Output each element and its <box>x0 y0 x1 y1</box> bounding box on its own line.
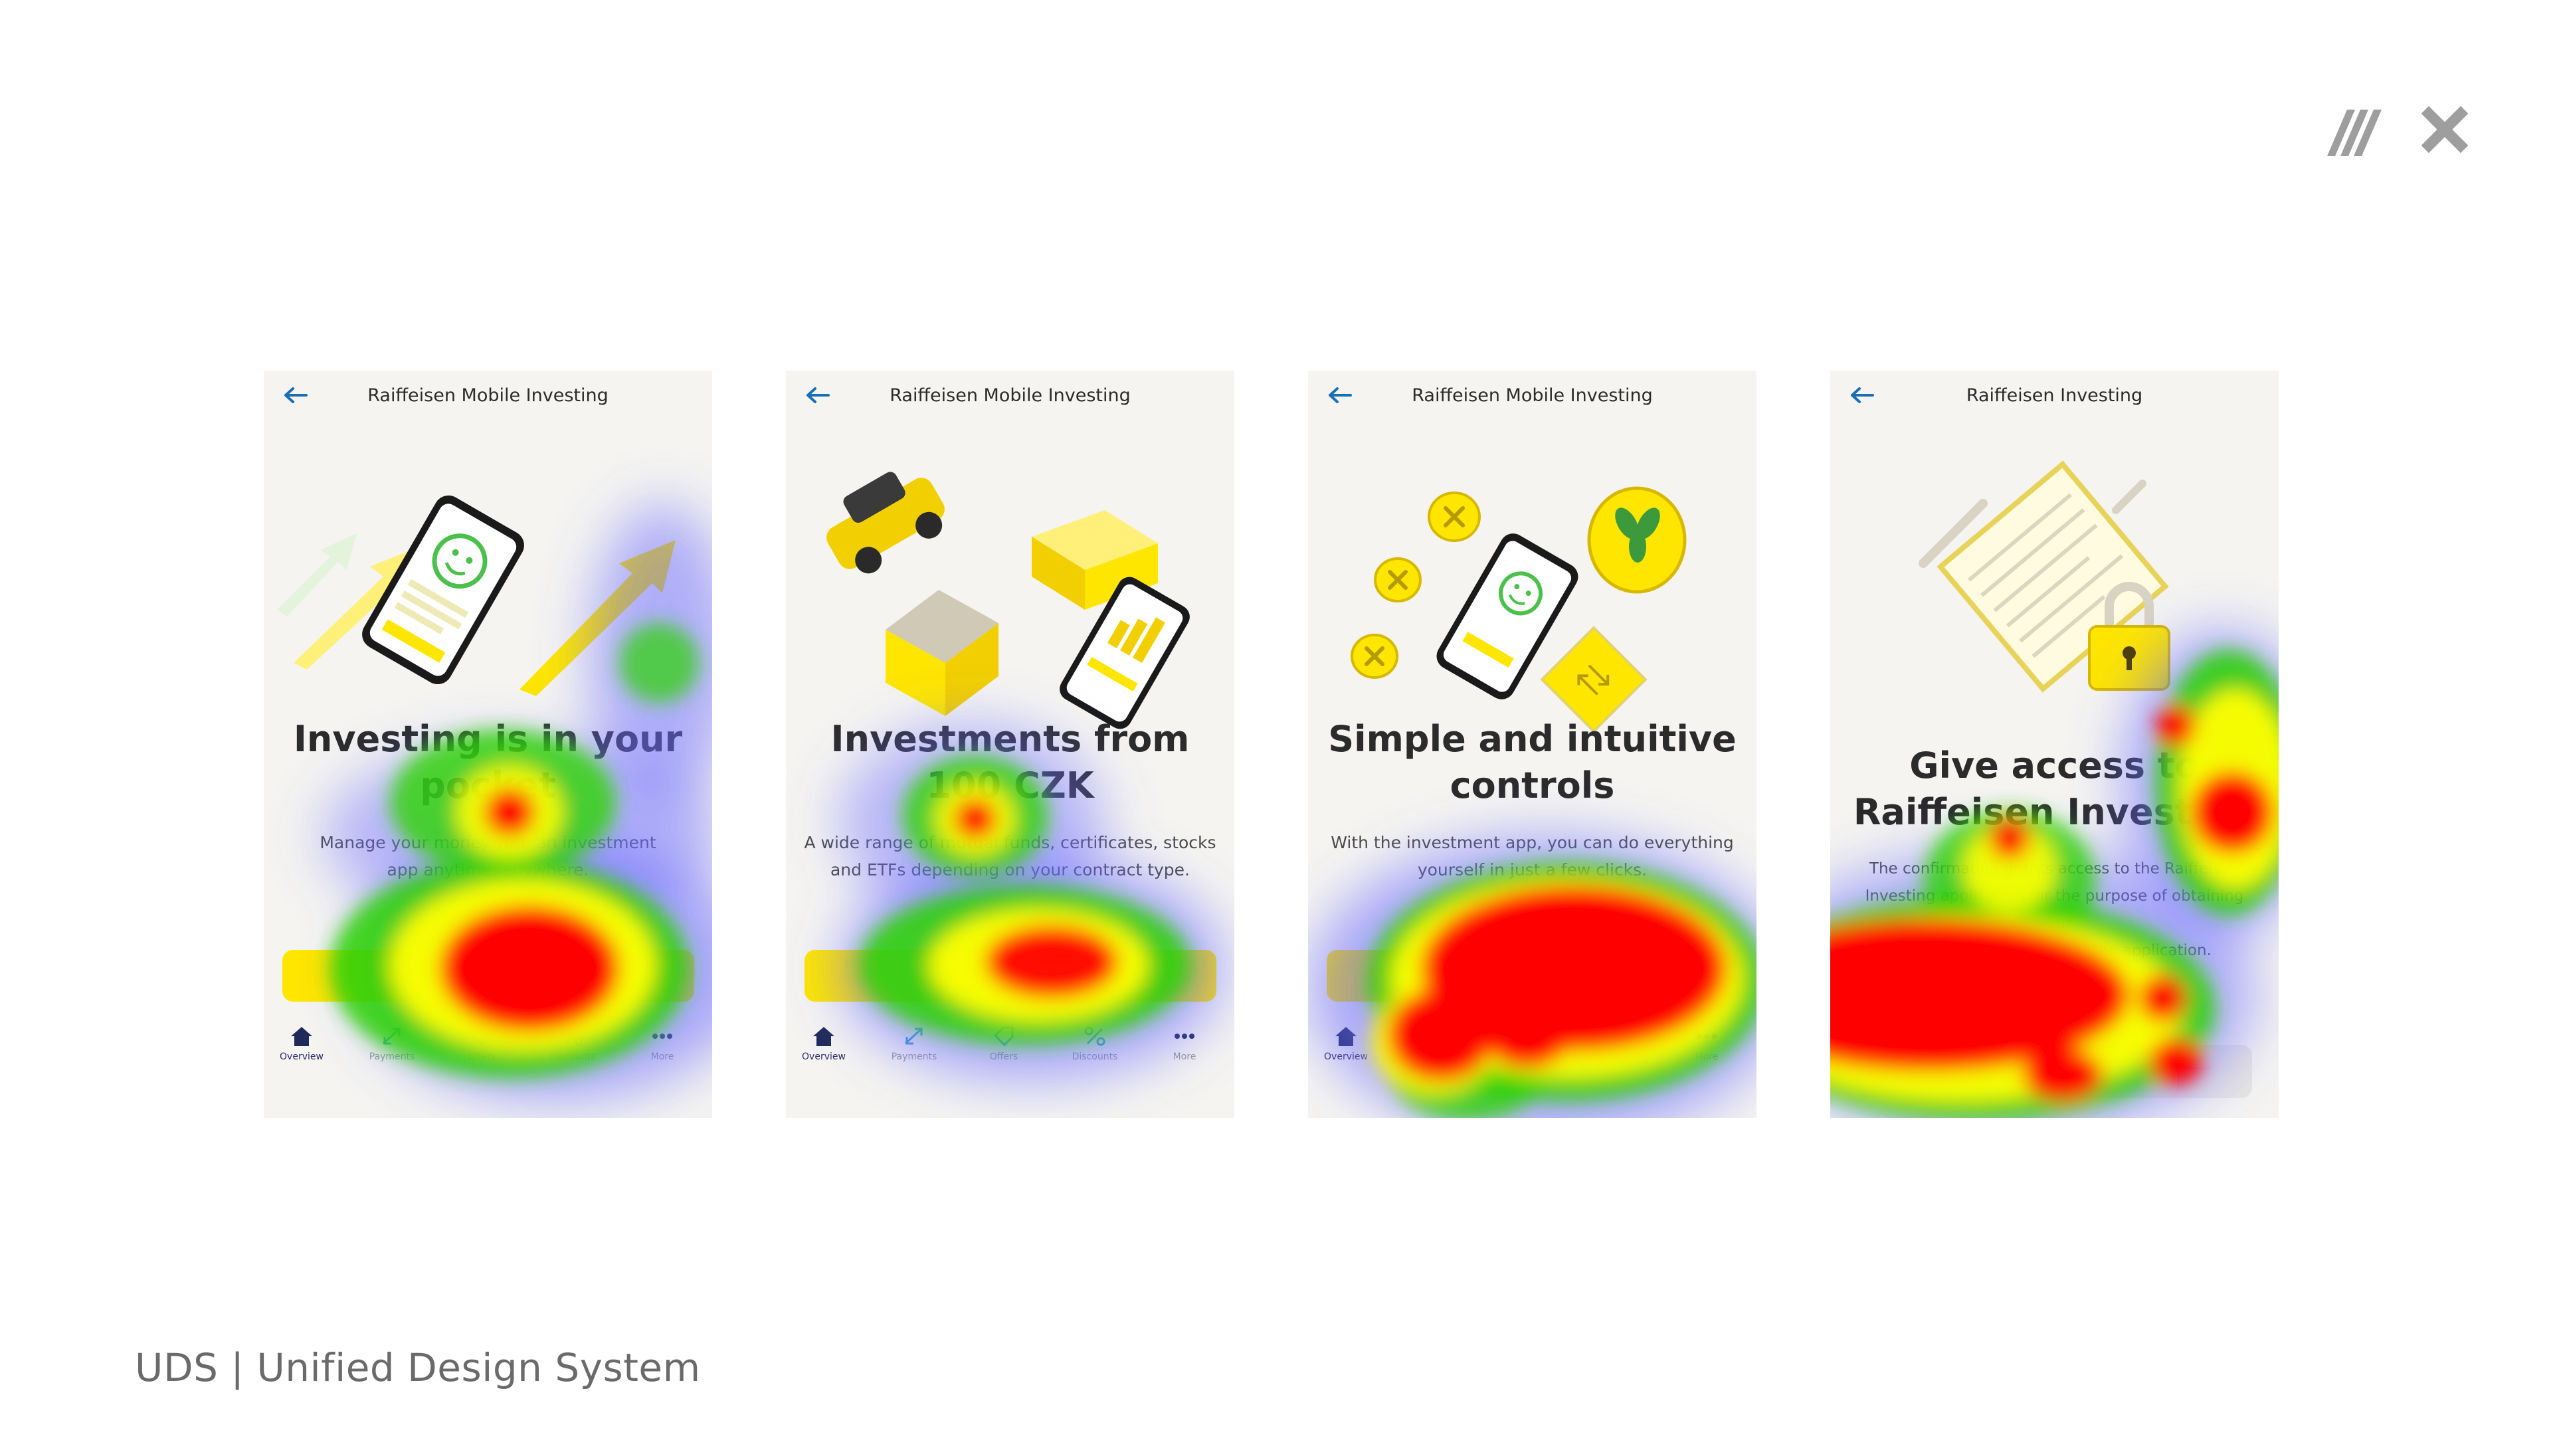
back-arrow-icon[interactable] <box>805 385 831 405</box>
phone-and-arrows-illustration <box>277 495 676 696</box>
percent-icon <box>1606 1026 1628 1046</box>
bottom-navigation: Overview Payments Offers Discounts More <box>786 1025 1234 1088</box>
tag-icon <box>993 1026 1014 1047</box>
nav-item-more[interactable]: More <box>622 1025 702 1062</box>
more-dots-icon <box>1697 1034 1717 1039</box>
screen-investments-from: Raiffeisen Mobile Investing Inve <box>786 371 1234 1118</box>
continue-button[interactable] <box>1327 950 1739 1002</box>
description: A wide range of mutual funds, certificat… <box>804 833 1216 879</box>
transfer-arrows-icon <box>382 1028 401 1045</box>
headline: Investments from 100 CZK <box>830 718 1190 806</box>
nav-item-overview[interactable]: Overview <box>264 1025 341 1062</box>
description: The confirmation grants access to the Ra… <box>1865 860 2244 959</box>
home-icon <box>813 1027 834 1046</box>
headline: Simple and intuitive controls <box>1328 718 1737 806</box>
back-arrow-icon[interactable] <box>1849 385 1875 405</box>
nav-item-offers[interactable]: Offers <box>442 1025 521 1062</box>
nav-item-offers[interactable]: Offers <box>964 1025 1044 1062</box>
coins-phone-plant-illustration <box>1351 486 1687 733</box>
nav-item-offers[interactable]: Offers <box>1486 1025 1566 1062</box>
home-icon <box>1335 1027 1357 1046</box>
nav-item-payments[interactable]: Payments <box>1396 1025 1476 1062</box>
tag-icon <box>1515 1026 1536 1047</box>
back-arrow-icon[interactable] <box>282 385 309 405</box>
footer-caption: UDS | Unified Design System <box>135 1345 701 1390</box>
screen-title: Raiffeisen Mobile Investing <box>367 385 609 406</box>
headline: Give access to Raiffeisen Investing <box>1853 745 2256 833</box>
app-header: Raiffeisen Mobile Investing <box>264 371 712 417</box>
more-dots-icon <box>652 1034 672 1039</box>
description: With the investment app, you can do ever… <box>1331 833 1734 879</box>
transfer-arrows-icon <box>1426 1028 1445 1045</box>
nav-item-more[interactable]: More <box>1667 1025 1747 1062</box>
headline: Investing is in your pocket <box>293 718 683 806</box>
percent-icon <box>1084 1026 1105 1046</box>
percent-icon <box>562 1026 583 1046</box>
screen-investing-in-pocket: Raiffeisen Mobile Investing Investing is… <box>264 371 712 1118</box>
transfer-arrows-icon <box>904 1028 923 1045</box>
app-header: Raiffeisen Mobile Investing <box>1308 371 1756 417</box>
description: Manage your money with an investment app… <box>320 833 656 879</box>
bottom-navigation: Overview Payments Offers Discounts More <box>1308 1025 1756 1088</box>
nav-item-overview[interactable]: Overview <box>786 1025 864 1062</box>
confirm-button[interactable] <box>1857 1045 2252 1098</box>
continue-button[interactable] <box>282 950 694 1002</box>
app-header: Raiffeisen Mobile Investing <box>786 371 1234 417</box>
uds-logo-icon <box>2327 106 2469 156</box>
screen-title: Raiffeisen Mobile Investing <box>1412 385 1653 406</box>
continue-button[interactable] <box>805 950 1216 1002</box>
nav-item-discounts[interactable]: Discounts <box>1055 1025 1135 1062</box>
screen-simple-controls: Raiffeisen Mobile Investing <box>1308 371 1756 1118</box>
nav-item-payments[interactable]: Payments <box>874 1025 954 1062</box>
screen-title: Raiffeisen Mobile Investing <box>890 385 1131 406</box>
bottom-navigation: Overview Payments Offers Discounts More <box>264 1025 712 1088</box>
nav-item-more[interactable]: More <box>1145 1025 1224 1062</box>
screen-title: Raiffeisen Investing <box>1966 385 2143 406</box>
car-gold-house-phone-illustration <box>826 472 1190 729</box>
nav-item-overview[interactable]: Overview <box>1308 1025 1386 1062</box>
nav-item-discounts[interactable]: Discounts <box>533 1025 613 1062</box>
screen-give-access: Raiffeisen Investing Give access to Raif… <box>1830 371 2279 1118</box>
document-and-padlock-illustration <box>1919 460 2170 693</box>
tag-icon <box>471 1026 492 1047</box>
home-icon <box>291 1027 312 1046</box>
nav-item-discounts[interactable]: Discounts <box>1577 1025 1657 1062</box>
app-header: Raiffeisen Investing <box>1830 371 2279 417</box>
more-dots-icon <box>1175 1034 1194 1039</box>
nav-item-payments[interactable]: Payments <box>352 1025 432 1062</box>
back-arrow-icon[interactable] <box>1327 385 1353 405</box>
